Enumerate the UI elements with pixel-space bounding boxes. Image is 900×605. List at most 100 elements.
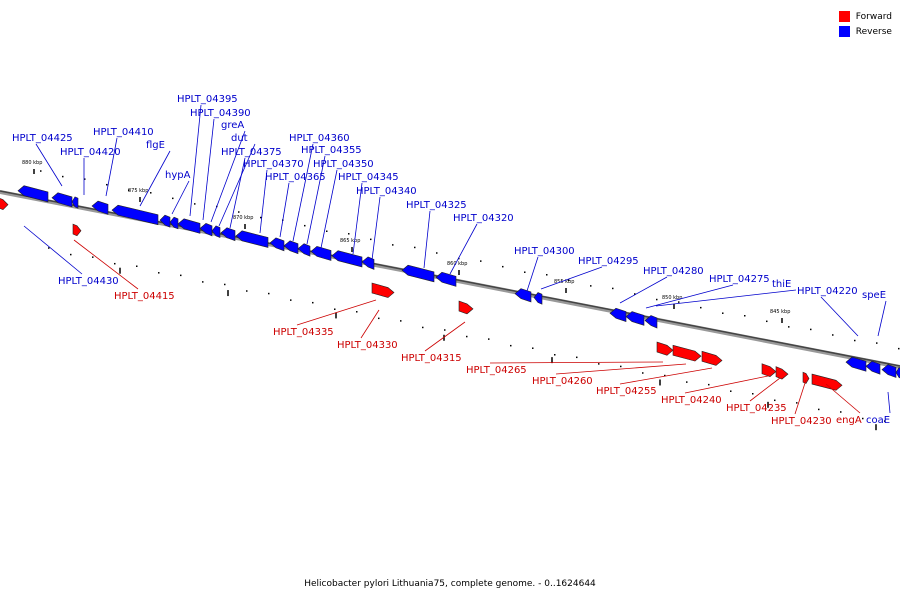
scale-minor-tick — [466, 335, 468, 338]
scale-minor-tick — [180, 274, 182, 277]
scale-minor-tick — [876, 342, 878, 344]
scale-label: 860 kbp — [447, 261, 467, 267]
gene-callout-line — [352, 182, 363, 255]
gene-label: HPLT_04340 — [356, 186, 417, 197]
gene-callout-line — [73, 239, 139, 290]
scale-minor-tick — [590, 285, 592, 287]
scale-label: 855 kbp — [554, 279, 574, 285]
forward-swatch — [838, 11, 850, 22]
gene-label: HPLT_04265 — [466, 365, 527, 376]
gene-callout-line — [619, 276, 668, 304]
gene-callout-line — [619, 367, 713, 385]
gene-label: HPLT_04255 — [596, 386, 657, 397]
gene-label: thiE — [772, 279, 791, 290]
gene-callout-line — [749, 377, 781, 402]
gene-label: HPLT_04375 — [221, 147, 282, 158]
scale-minor-tick — [40, 170, 42, 172]
gene-callout-line — [189, 104, 202, 217]
gene-callout-line — [489, 361, 664, 364]
gene-label: HPLT_04420 — [60, 147, 121, 158]
forward-gene-arrow — [458, 300, 474, 315]
scale-minor-tick — [260, 216, 262, 219]
scale-minor-tick — [576, 356, 578, 359]
gene-callout-line — [292, 143, 314, 242]
scale-minor-tick — [290, 299, 292, 301]
gene-callout-line — [371, 196, 381, 261]
gene-label: HPLT_04360 — [289, 133, 350, 144]
gene-callout-line — [449, 223, 478, 275]
reverse-gene-arrow — [235, 230, 269, 248]
scale-minor-tick — [172, 197, 174, 200]
gene-callout-line — [555, 363, 687, 375]
gene-label: speE — [862, 290, 886, 301]
scale-minor-tick — [818, 408, 820, 411]
scale-minor-tick — [480, 260, 482, 262]
gene-callout-line — [423, 210, 431, 269]
reverse-gene-arrow — [177, 218, 201, 234]
gene-callout-line — [825, 383, 861, 414]
scale-minor-tick — [546, 274, 548, 276]
gene-label: HPLT_04370 — [243, 159, 304, 170]
scale-label: 865 kbp — [340, 238, 360, 244]
scale-minor-tick — [532, 347, 534, 349]
scale-minor-tick — [774, 399, 776, 402]
forward-gene-arrow — [656, 341, 674, 356]
scale-minor-tick — [788, 326, 790, 328]
gene-callout-line — [540, 266, 603, 290]
scale-minor-tick — [392, 244, 394, 246]
scale-minor-tick — [194, 203, 196, 205]
gene-label: HPLT_04230 — [771, 416, 832, 427]
scale-minor-tick — [378, 317, 380, 320]
gene-label: dut — [231, 133, 248, 144]
gene-label: HPLT_04275 — [709, 274, 770, 285]
scale-minor-tick — [664, 374, 666, 377]
scale-minor-tick — [202, 281, 204, 283]
reverse-gene-arrow — [91, 200, 109, 215]
reverse-gene-arrow — [625, 311, 645, 326]
reverse-gene-arrow — [71, 196, 79, 209]
scale-minor-tick — [128, 189, 130, 191]
scale-minor-tick — [62, 175, 64, 178]
gene-callout-line — [139, 150, 171, 207]
reverse-gene-arrow — [220, 227, 236, 242]
gene-callout-line — [296, 299, 377, 326]
scale-minor-tick — [488, 338, 490, 340]
scale-minor-tick — [598, 363, 600, 365]
gene-callout-line — [887, 391, 891, 414]
forward-gene-arrow — [0, 198, 9, 211]
gene-label: HPLT_04365 — [265, 172, 326, 183]
scale-minor-tick — [334, 308, 336, 310]
scale-minor-tick — [444, 329, 446, 331]
gene-callout-line — [655, 289, 797, 307]
scale-minor-tick — [722, 312, 724, 314]
gene-label: HPLT_04415 — [114, 291, 175, 302]
forward-gene-arrow — [371, 282, 395, 298]
forward-gene-arrow — [775, 366, 789, 380]
reverse-gene-arrow — [111, 204, 159, 226]
gene-label: HPLT_04350 — [313, 159, 374, 170]
scale-minor-tick — [862, 417, 864, 420]
scale-minor-tick — [708, 383, 710, 386]
gene-callout-line — [794, 379, 807, 415]
scale-minor-tick — [744, 315, 746, 317]
gene-label: HPLT_04325 — [406, 200, 467, 211]
gene-label: HPLT_04355 — [301, 145, 362, 156]
reverse-gene-arrow — [283, 240, 299, 255]
scale-minor-tick — [436, 252, 438, 254]
scale-minor-tick — [678, 301, 680, 303]
gene-label: engA — [836, 415, 862, 426]
reverse-gene-arrow — [609, 307, 627, 322]
gene-label: HPLT_04235 — [726, 403, 787, 414]
scale-label: 875 kbp — [128, 188, 148, 194]
legend: Forward Reverse — [838, 9, 892, 39]
reverse-gene-arrow — [845, 356, 867, 372]
scale-minor-tick — [92, 256, 94, 258]
gene-label: greA — [221, 120, 244, 131]
reverse-gene-arrow — [644, 315, 658, 329]
forward-gene-arrow — [761, 363, 777, 377]
scale-minor-tick — [686, 381, 688, 383]
reverse-gene-arrow — [211, 225, 221, 238]
gene-callout-line — [306, 155, 326, 245]
scale-minor-tick — [158, 272, 160, 274]
